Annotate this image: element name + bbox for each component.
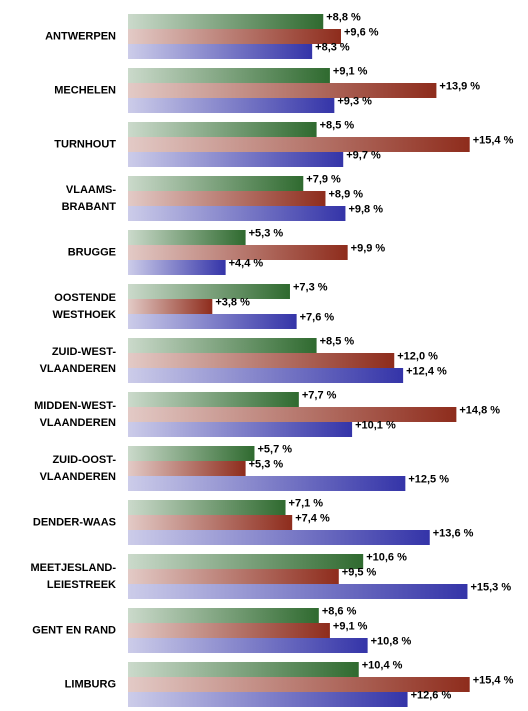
value-label: +10,8 % (371, 635, 412, 647)
value-label: +15,4 % (473, 134, 514, 146)
category-label: GENT EN RAND (32, 624, 116, 636)
bar (128, 677, 470, 692)
category-label: VLAAMS- BRABANT (61, 183, 116, 213)
value-label: +9,7 % (346, 149, 381, 161)
bar (128, 368, 404, 383)
bar (128, 353, 395, 368)
category-label: ANTWERPEN (45, 30, 116, 42)
bar (128, 230, 246, 245)
bar (128, 623, 330, 638)
bar (128, 692, 408, 707)
bar (128, 446, 255, 461)
category-label: BRUGGE (67, 246, 116, 258)
value-label: +9,9 % (351, 242, 386, 254)
bar (128, 29, 341, 44)
value-label: +9,5 % (342, 566, 377, 578)
value-label: +12,0 % (397, 350, 438, 362)
value-label: +12,4 % (406, 365, 447, 377)
value-label: +14,8 % (459, 404, 500, 416)
value-label: +10,1 % (355, 419, 396, 431)
value-label: +8,5 % (320, 119, 355, 131)
value-label: +5,7 % (257, 443, 292, 455)
value-label: +3,8 % (215, 296, 250, 308)
bar (128, 152, 344, 167)
value-label: +13,6 % (433, 527, 474, 539)
value-label: +8,8 % (326, 11, 361, 23)
value-label: +7,4 % (295, 512, 330, 524)
category-label: ZUID-WEST- VLAANDEREN (39, 345, 116, 375)
bar (128, 122, 317, 137)
value-label: +8,3 % (315, 41, 350, 53)
bar (128, 338, 317, 353)
value-label: +15,3 % (470, 581, 511, 593)
value-label: +10,4 % (362, 659, 403, 671)
value-label: +7,7 % (302, 389, 337, 401)
value-label: +15,4 % (473, 674, 514, 686)
bar (128, 461, 246, 476)
bar (128, 98, 335, 113)
bar (128, 638, 368, 653)
value-label: +7,6 % (300, 311, 335, 323)
bar (128, 608, 319, 623)
value-label: +9,1 % (333, 65, 368, 77)
value-label: +12,6 % (411, 689, 452, 701)
value-label: +8,6 % (322, 605, 357, 617)
category-label: ZUID-OOST- VLAANDEREN (39, 453, 116, 483)
value-label: +7,3 % (293, 281, 328, 293)
bar (128, 476, 406, 491)
bar (128, 176, 304, 191)
value-label: +7,9 % (306, 173, 341, 185)
bar (128, 422, 353, 437)
value-label: +12,5 % (408, 473, 449, 485)
bar (128, 515, 293, 530)
bar (128, 137, 470, 152)
value-label: +10,6 % (366, 551, 407, 563)
bar (128, 584, 468, 599)
value-label: +9,1 % (333, 620, 368, 632)
bar (128, 554, 364, 569)
category-label: OOSTENDE WESTHOEK (52, 291, 116, 321)
value-label: +13,9 % (439, 80, 480, 92)
value-label: +5,3 % (249, 458, 284, 470)
bar (128, 284, 290, 299)
value-label: +9,8 % (348, 203, 383, 215)
bar (128, 44, 313, 59)
bar (128, 530, 430, 545)
category-label: DENDER-WAAS (32, 516, 116, 528)
bar (128, 314, 297, 329)
bar (128, 299, 213, 314)
category-label: MECHELEN (54, 84, 116, 96)
bar (128, 260, 226, 275)
value-label: +8,9 % (328, 188, 363, 200)
bar (128, 407, 457, 422)
category-label: MEETJESLAND- LEIESTREEK (30, 561, 116, 591)
value-label: +9,6 % (344, 26, 379, 38)
value-label: +7,1 % (289, 497, 324, 509)
value-label: +5,3 % (249, 227, 284, 239)
bar (128, 662, 359, 677)
value-label: +9,3 % (337, 95, 372, 107)
bar (128, 392, 299, 407)
bar (128, 245, 348, 260)
bar (128, 206, 346, 221)
category-label: MIDDEN-WEST- VLAANDEREN (34, 399, 116, 429)
value-label: +8,5 % (320, 335, 355, 347)
bar (128, 14, 324, 29)
bar (128, 500, 286, 515)
bar (128, 68, 330, 83)
bar (128, 83, 437, 98)
value-label: +4,4 % (229, 257, 264, 269)
category-label: TURNHOUT (54, 138, 116, 150)
category-label: LIMBURG (64, 678, 116, 690)
bar (128, 191, 326, 206)
bar (128, 569, 339, 584)
